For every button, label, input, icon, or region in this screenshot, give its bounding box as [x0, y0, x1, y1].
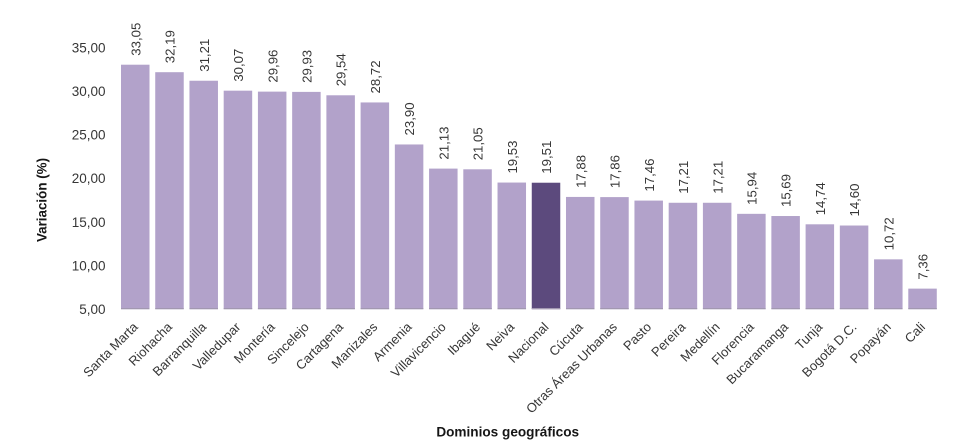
svg-text:5,00: 5,00 — [79, 302, 105, 317]
svg-text:21,05: 21,05 — [471, 127, 486, 160]
svg-text:29,93: 29,93 — [300, 50, 315, 83]
svg-text:30,07: 30,07 — [231, 49, 246, 82]
svg-text:32,19: 32,19 — [163, 30, 178, 63]
svg-text:29,96: 29,96 — [265, 50, 280, 83]
svg-text:19,53: 19,53 — [505, 141, 520, 174]
svg-text:35,00: 35,00 — [72, 40, 106, 55]
svg-text:15,00: 15,00 — [72, 215, 106, 230]
svg-text:15,94: 15,94 — [744, 172, 759, 205]
svg-text:Dominios geográficos: Dominios geográficos — [436, 424, 579, 439]
svg-text:20,00: 20,00 — [72, 171, 106, 186]
svg-text:28,72: 28,72 — [368, 60, 383, 93]
svg-text:10,00: 10,00 — [72, 258, 106, 273]
svg-text:25,00: 25,00 — [72, 128, 106, 143]
svg-text:14,60: 14,60 — [847, 184, 862, 217]
svg-text:15,69: 15,69 — [779, 174, 794, 207]
svg-text:7,36: 7,36 — [916, 254, 931, 280]
svg-text:30,00: 30,00 — [72, 84, 106, 99]
svg-text:10,72: 10,72 — [881, 217, 896, 250]
svg-text:23,90: 23,90 — [402, 102, 417, 135]
svg-text:17,86: 17,86 — [608, 155, 623, 188]
svg-text:29,54: 29,54 — [334, 53, 349, 86]
svg-text:14,74: 14,74 — [813, 182, 828, 215]
svg-text:17,21: 17,21 — [710, 161, 725, 194]
svg-text:17,46: 17,46 — [642, 159, 657, 192]
svg-text:Variación (%): Variación (%) — [34, 158, 49, 242]
svg-text:21,13: 21,13 — [436, 127, 451, 160]
svg-text:33,05: 33,05 — [128, 23, 143, 56]
svg-text:19,51: 19,51 — [539, 141, 554, 174]
svg-text:17,21: 17,21 — [676, 161, 691, 194]
svg-text:17,88: 17,88 — [573, 155, 588, 188]
svg-text:31,21: 31,21 — [197, 39, 212, 72]
